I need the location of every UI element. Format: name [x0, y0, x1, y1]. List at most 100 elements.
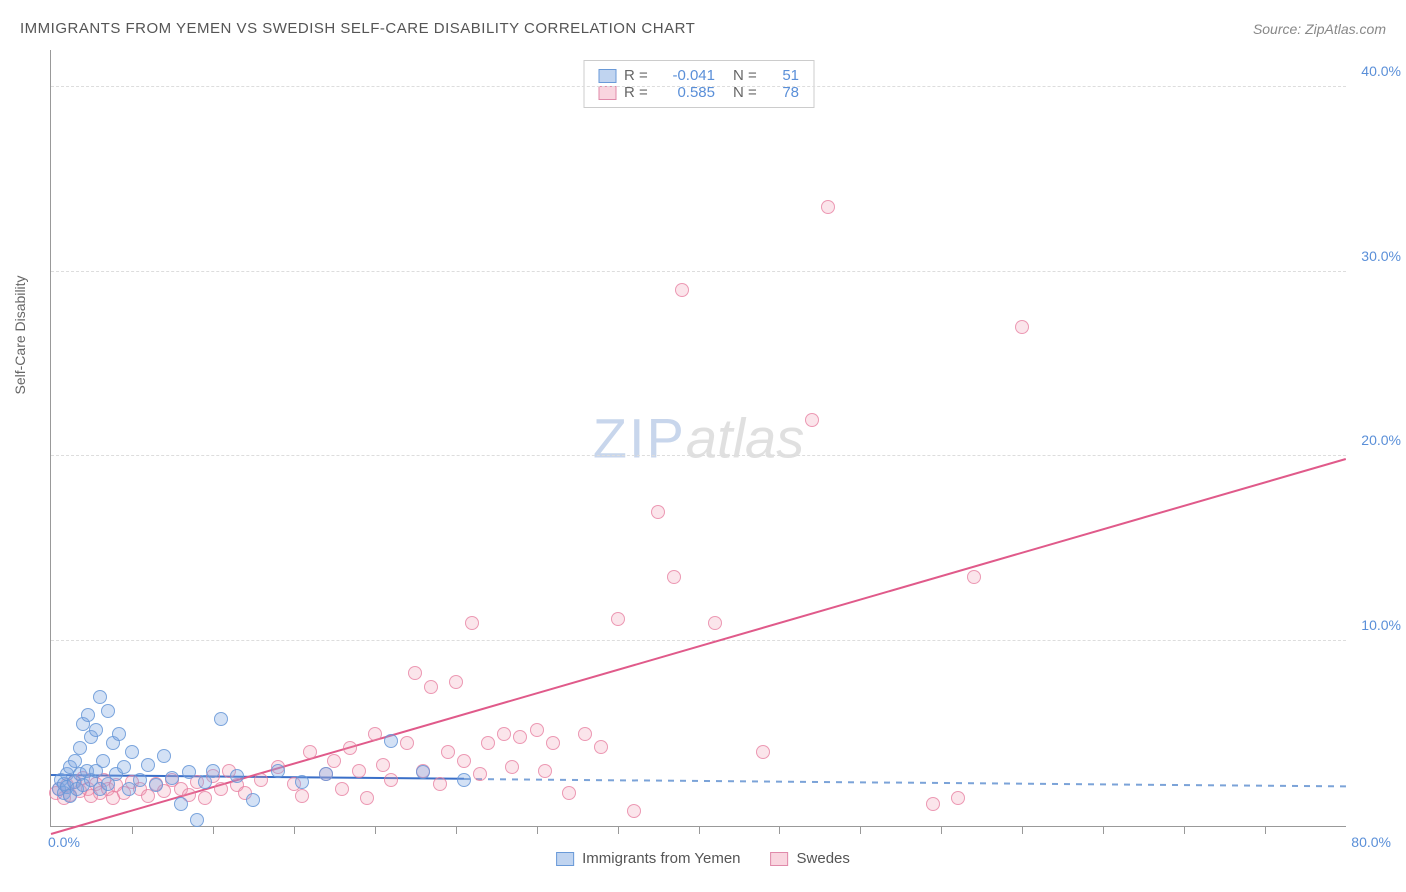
x-tick [213, 826, 214, 834]
series-legend: Immigrants from Yemen Swedes [556, 850, 850, 867]
x-tick [779, 826, 780, 834]
data-point-blue [230, 769, 244, 783]
data-point-pink [327, 754, 341, 768]
r-value: -0.041 [660, 67, 715, 84]
data-point-pink [457, 754, 471, 768]
data-point-blue [182, 765, 196, 779]
data-point-blue [190, 813, 204, 827]
legend-row: R = -0.041 N = 51 [598, 67, 799, 84]
data-point-blue [133, 773, 147, 787]
data-point-pink [352, 764, 366, 778]
x-tick [618, 826, 619, 834]
data-point-pink [368, 727, 382, 741]
data-point-pink [376, 758, 390, 772]
scatter-chart: ZIPatlas R =-0.041N =51R =0.585N =78 10.… [50, 50, 1346, 827]
watermark: ZIPatlas [593, 406, 804, 471]
data-point-pink [254, 773, 268, 787]
data-point-blue [96, 754, 110, 768]
data-point-blue [73, 741, 87, 755]
x-tick [1022, 826, 1023, 834]
regression-line-blue-extrapolated [464, 778, 1346, 787]
x-tick [537, 826, 538, 834]
data-point-pink [578, 727, 592, 741]
data-point-pink [384, 773, 398, 787]
legend-label: Swedes [797, 850, 850, 867]
data-point-pink [481, 736, 495, 750]
data-point-pink [756, 745, 770, 759]
data-point-blue [384, 734, 398, 748]
data-point-pink [335, 782, 349, 796]
data-point-pink [408, 666, 422, 680]
data-point-blue [246, 793, 260, 807]
data-point-blue [319, 767, 333, 781]
data-point-pink [303, 745, 317, 759]
data-point-pink [651, 505, 665, 519]
x-tick [1103, 826, 1104, 834]
data-point-pink [821, 200, 835, 214]
gridline [51, 640, 1346, 641]
data-point-pink [497, 727, 511, 741]
data-point-pink [214, 782, 228, 796]
data-point-pink [926, 797, 940, 811]
legend-swatch-pink [598, 86, 616, 100]
data-point-blue [149, 778, 163, 792]
data-point-pink [400, 736, 414, 750]
data-point-pink [805, 413, 819, 427]
data-point-blue [206, 764, 220, 778]
data-point-pink [343, 741, 357, 755]
data-point-pink [360, 791, 374, 805]
legend-item: Immigrants from Yemen [556, 850, 740, 867]
data-point-pink [667, 570, 681, 584]
data-point-blue [214, 712, 228, 726]
legend-swatch-blue [598, 69, 616, 83]
data-point-blue [416, 765, 430, 779]
legend-label: Immigrants from Yemen [582, 850, 740, 867]
data-point-pink [441, 745, 455, 759]
r-label: R = [624, 67, 652, 84]
data-point-pink [675, 283, 689, 297]
data-point-pink [513, 730, 527, 744]
data-point-blue [165, 771, 179, 785]
data-point-pink [295, 789, 309, 803]
y-tick-label: 10.0% [1361, 617, 1401, 633]
y-tick-label: 30.0% [1361, 248, 1401, 264]
x-tick [1265, 826, 1266, 834]
data-point-blue [101, 704, 115, 718]
y-tick-label: 20.0% [1361, 432, 1401, 448]
n-label: N = [733, 67, 761, 84]
data-point-pink [449, 675, 463, 689]
data-point-pink [951, 791, 965, 805]
legend-swatch-blue [556, 852, 574, 866]
data-point-blue [93, 690, 107, 704]
data-point-pink [562, 786, 576, 800]
chart-header: IMMIGRANTS FROM YEMEN VS SWEDISH SELF-CA… [20, 20, 1386, 37]
data-point-pink [611, 612, 625, 626]
source-attribution: Source: ZipAtlas.com [1253, 21, 1386, 37]
x-axis-max-label: 80.0% [1351, 834, 1391, 850]
data-point-blue [81, 708, 95, 722]
gridline [51, 455, 1346, 456]
x-tick [456, 826, 457, 834]
data-point-pink [538, 764, 552, 778]
data-point-blue [157, 749, 171, 763]
x-tick [699, 826, 700, 834]
n-value: 51 [769, 67, 799, 84]
data-point-blue [141, 758, 155, 772]
chart-title: IMMIGRANTS FROM YEMEN VS SWEDISH SELF-CA… [20, 20, 695, 37]
correlation-legend: R =-0.041N =51R =0.585N =78 [583, 60, 814, 108]
data-point-pink [433, 777, 447, 791]
data-point-blue [271, 764, 285, 778]
x-tick [941, 826, 942, 834]
x-tick [1184, 826, 1185, 834]
data-point-blue [89, 723, 103, 737]
x-tick [860, 826, 861, 834]
legend-item: Swedes [771, 850, 850, 867]
data-point-blue [457, 773, 471, 787]
x-tick [132, 826, 133, 834]
data-point-blue [125, 745, 139, 759]
y-axis-title: Self-Care Disability [12, 275, 28, 394]
data-point-blue [295, 775, 309, 789]
data-point-pink [198, 791, 212, 805]
data-point-pink [530, 723, 544, 737]
data-point-pink [546, 736, 560, 750]
